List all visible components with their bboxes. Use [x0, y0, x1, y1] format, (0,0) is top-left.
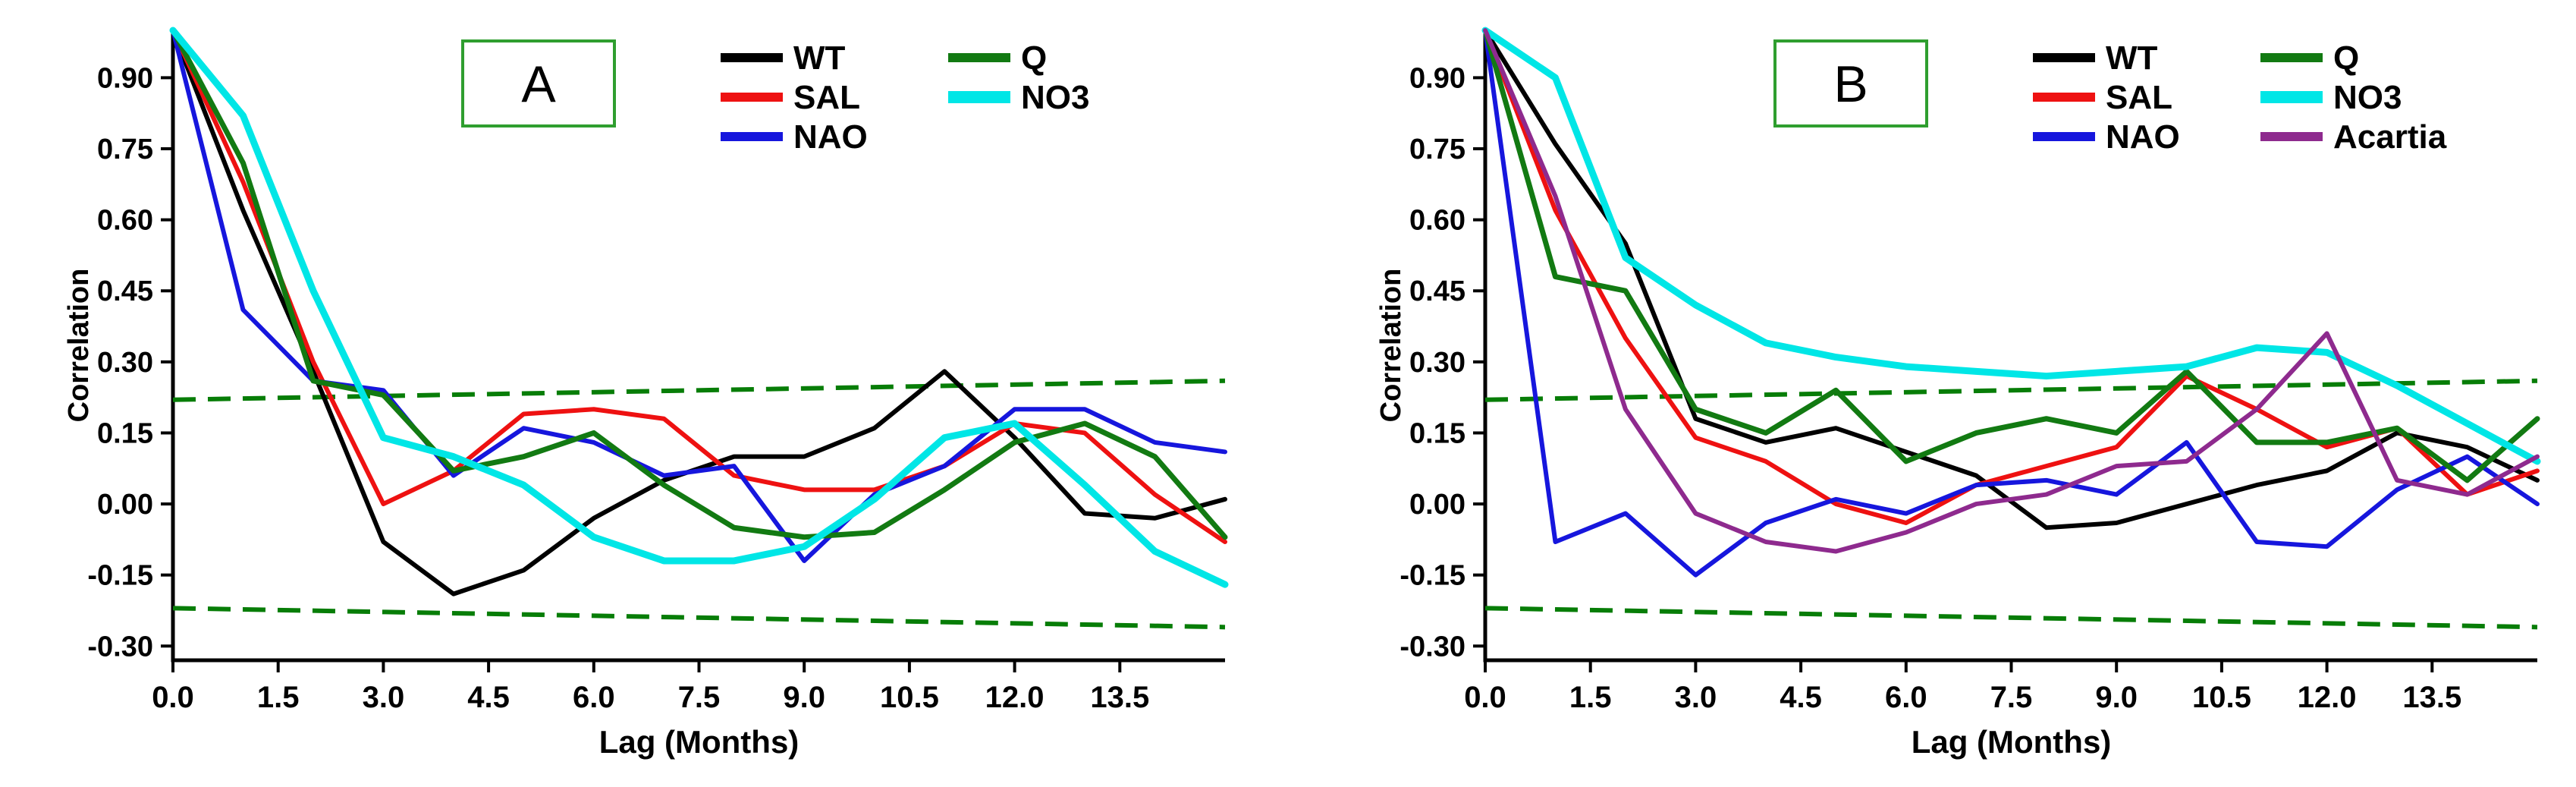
- q-series-line: [170, 27, 1228, 540]
- y-tick-label: 0.60: [1409, 205, 1465, 237]
- legend-label-acartia: Acartia: [2333, 118, 2447, 156]
- legend-label-wt: WT: [2106, 39, 2158, 77]
- x-tick-label: 9.0: [783, 681, 825, 714]
- x-tick-label: 4.5: [467, 681, 510, 714]
- x-axis-label: Lag (Months): [1912, 724, 2112, 760]
- chart-panel-b-svg: 0.90 0.75 0.60 0.45 0.30 0.15 0.00 -0.15 -0.30 0.…: [1375, 27, 2541, 760]
- significance-upper-line: [172, 378, 1226, 402]
- x-tick-label: 6.0: [573, 681, 615, 714]
- x-tick-label: 12.0: [985, 681, 1045, 714]
- x-tick-label: 13.5: [2402, 681, 2461, 714]
- legend-label-no3: NO3: [1021, 79, 1089, 116]
- panel-label-box: [461, 39, 616, 127]
- y-axis-label: Correlation: [63, 269, 95, 423]
- x-tick-label: 3.0: [1675, 681, 1717, 714]
- legend-label-no3: NO3: [2333, 79, 2402, 116]
- y-tick-label: -0.30: [87, 631, 153, 663]
- legend-label-sal: SAL: [793, 79, 860, 116]
- x-tick-label: 6.0: [1885, 681, 1927, 714]
- y-tick-label: -0.15: [87, 560, 153, 592]
- y-tick-label: 0.30: [97, 347, 153, 379]
- x-tick-label: 10.5: [2192, 681, 2251, 714]
- legend-label-wt: WT: [793, 39, 846, 77]
- panel-label: B: [1833, 55, 1868, 113]
- x-tick-label: 10.5: [880, 681, 939, 714]
- chart-panel-b: 0.90 0.75 0.60 0.45 0.30 0.15 0.00 -0.15 -0.30 0.…: [1365, 11, 2549, 787]
- no3-series-line: [169, 27, 1229, 588]
- wt-series-line: [1483, 28, 2540, 530]
- x-tick-label: 1.5: [1569, 681, 1612, 714]
- y-tick-label: 0.90: [1409, 62, 1465, 94]
- q-series-line: [1482, 27, 2540, 483]
- legend-label-sal: SAL: [2106, 79, 2172, 116]
- y-tick-label: 0.90: [97, 62, 153, 94]
- x-tick-label: 3.0: [363, 681, 405, 714]
- legend-label-nao: NAO: [2106, 118, 2180, 156]
- chart-panel-a-svg: 0.90 0.75 0.60 0.45 0.30 0.15 0.00 -0.15 -0.30 0.…: [63, 27, 1229, 760]
- x-tick-label: 0.0: [152, 681, 194, 714]
- chart-panel-a: 0.90 0.75 0.60 0.45 0.30 0.15 0.00 -0.15 -0.30 0.…: [53, 11, 1236, 787]
- y-tick-label: -0.15: [1400, 560, 1465, 592]
- x-tick-label: 13.5: [1090, 681, 1149, 714]
- x-tick-label: 4.5: [1780, 681, 1822, 714]
- sal-series-line: [171, 28, 1227, 544]
- y-tick-label: 0.45: [1409, 275, 1465, 307]
- significance-lower-line: [1484, 606, 2538, 630]
- y-tick-label: 0.75: [1409, 134, 1465, 165]
- significance-lower-line: [172, 606, 1226, 630]
- legend-label-q: Q: [1021, 39, 1047, 77]
- axes: [171, 30, 1225, 663]
- nao-series-line: [1483, 28, 2540, 578]
- x-tick-label: 7.5: [678, 681, 721, 714]
- y-tick-label: 0.00: [97, 489, 153, 521]
- x-tick-label: 0.0: [1464, 681, 1506, 714]
- y-tick-label: 0.75: [97, 134, 153, 165]
- legend-label-q: Q: [2333, 39, 2359, 77]
- y-axis-label: Correlation: [1375, 269, 1407, 423]
- x-tick-label: 9.0: [2095, 681, 2138, 714]
- y-tick-label: 0.45: [97, 275, 153, 307]
- y-tick-label: 0.15: [97, 417, 153, 449]
- y-tick-label: -0.30: [1400, 631, 1465, 663]
- no3-series-line: [1481, 27, 2541, 465]
- y-tick-label: 0.60: [97, 205, 153, 237]
- legend-label-nao: NAO: [793, 118, 868, 156]
- x-tick-label: 1.5: [257, 681, 300, 714]
- y-tick-label: 0.30: [1409, 347, 1465, 379]
- y-tick-label: 0.00: [1409, 489, 1465, 521]
- panel-label: A: [521, 55, 556, 113]
- wt-series-line: [171, 28, 1227, 597]
- x-tick-label: 12.0: [2298, 681, 2357, 714]
- x-axis-label: Lag (Months): [599, 724, 800, 760]
- x-tick-label: 7.5: [1990, 681, 2033, 714]
- panel-label-box: [1773, 39, 1928, 127]
- acartia-series-line: [1483, 28, 2540, 554]
- significance-upper-line: [1484, 378, 2538, 402]
- y-tick-label: 0.15: [1409, 417, 1465, 449]
